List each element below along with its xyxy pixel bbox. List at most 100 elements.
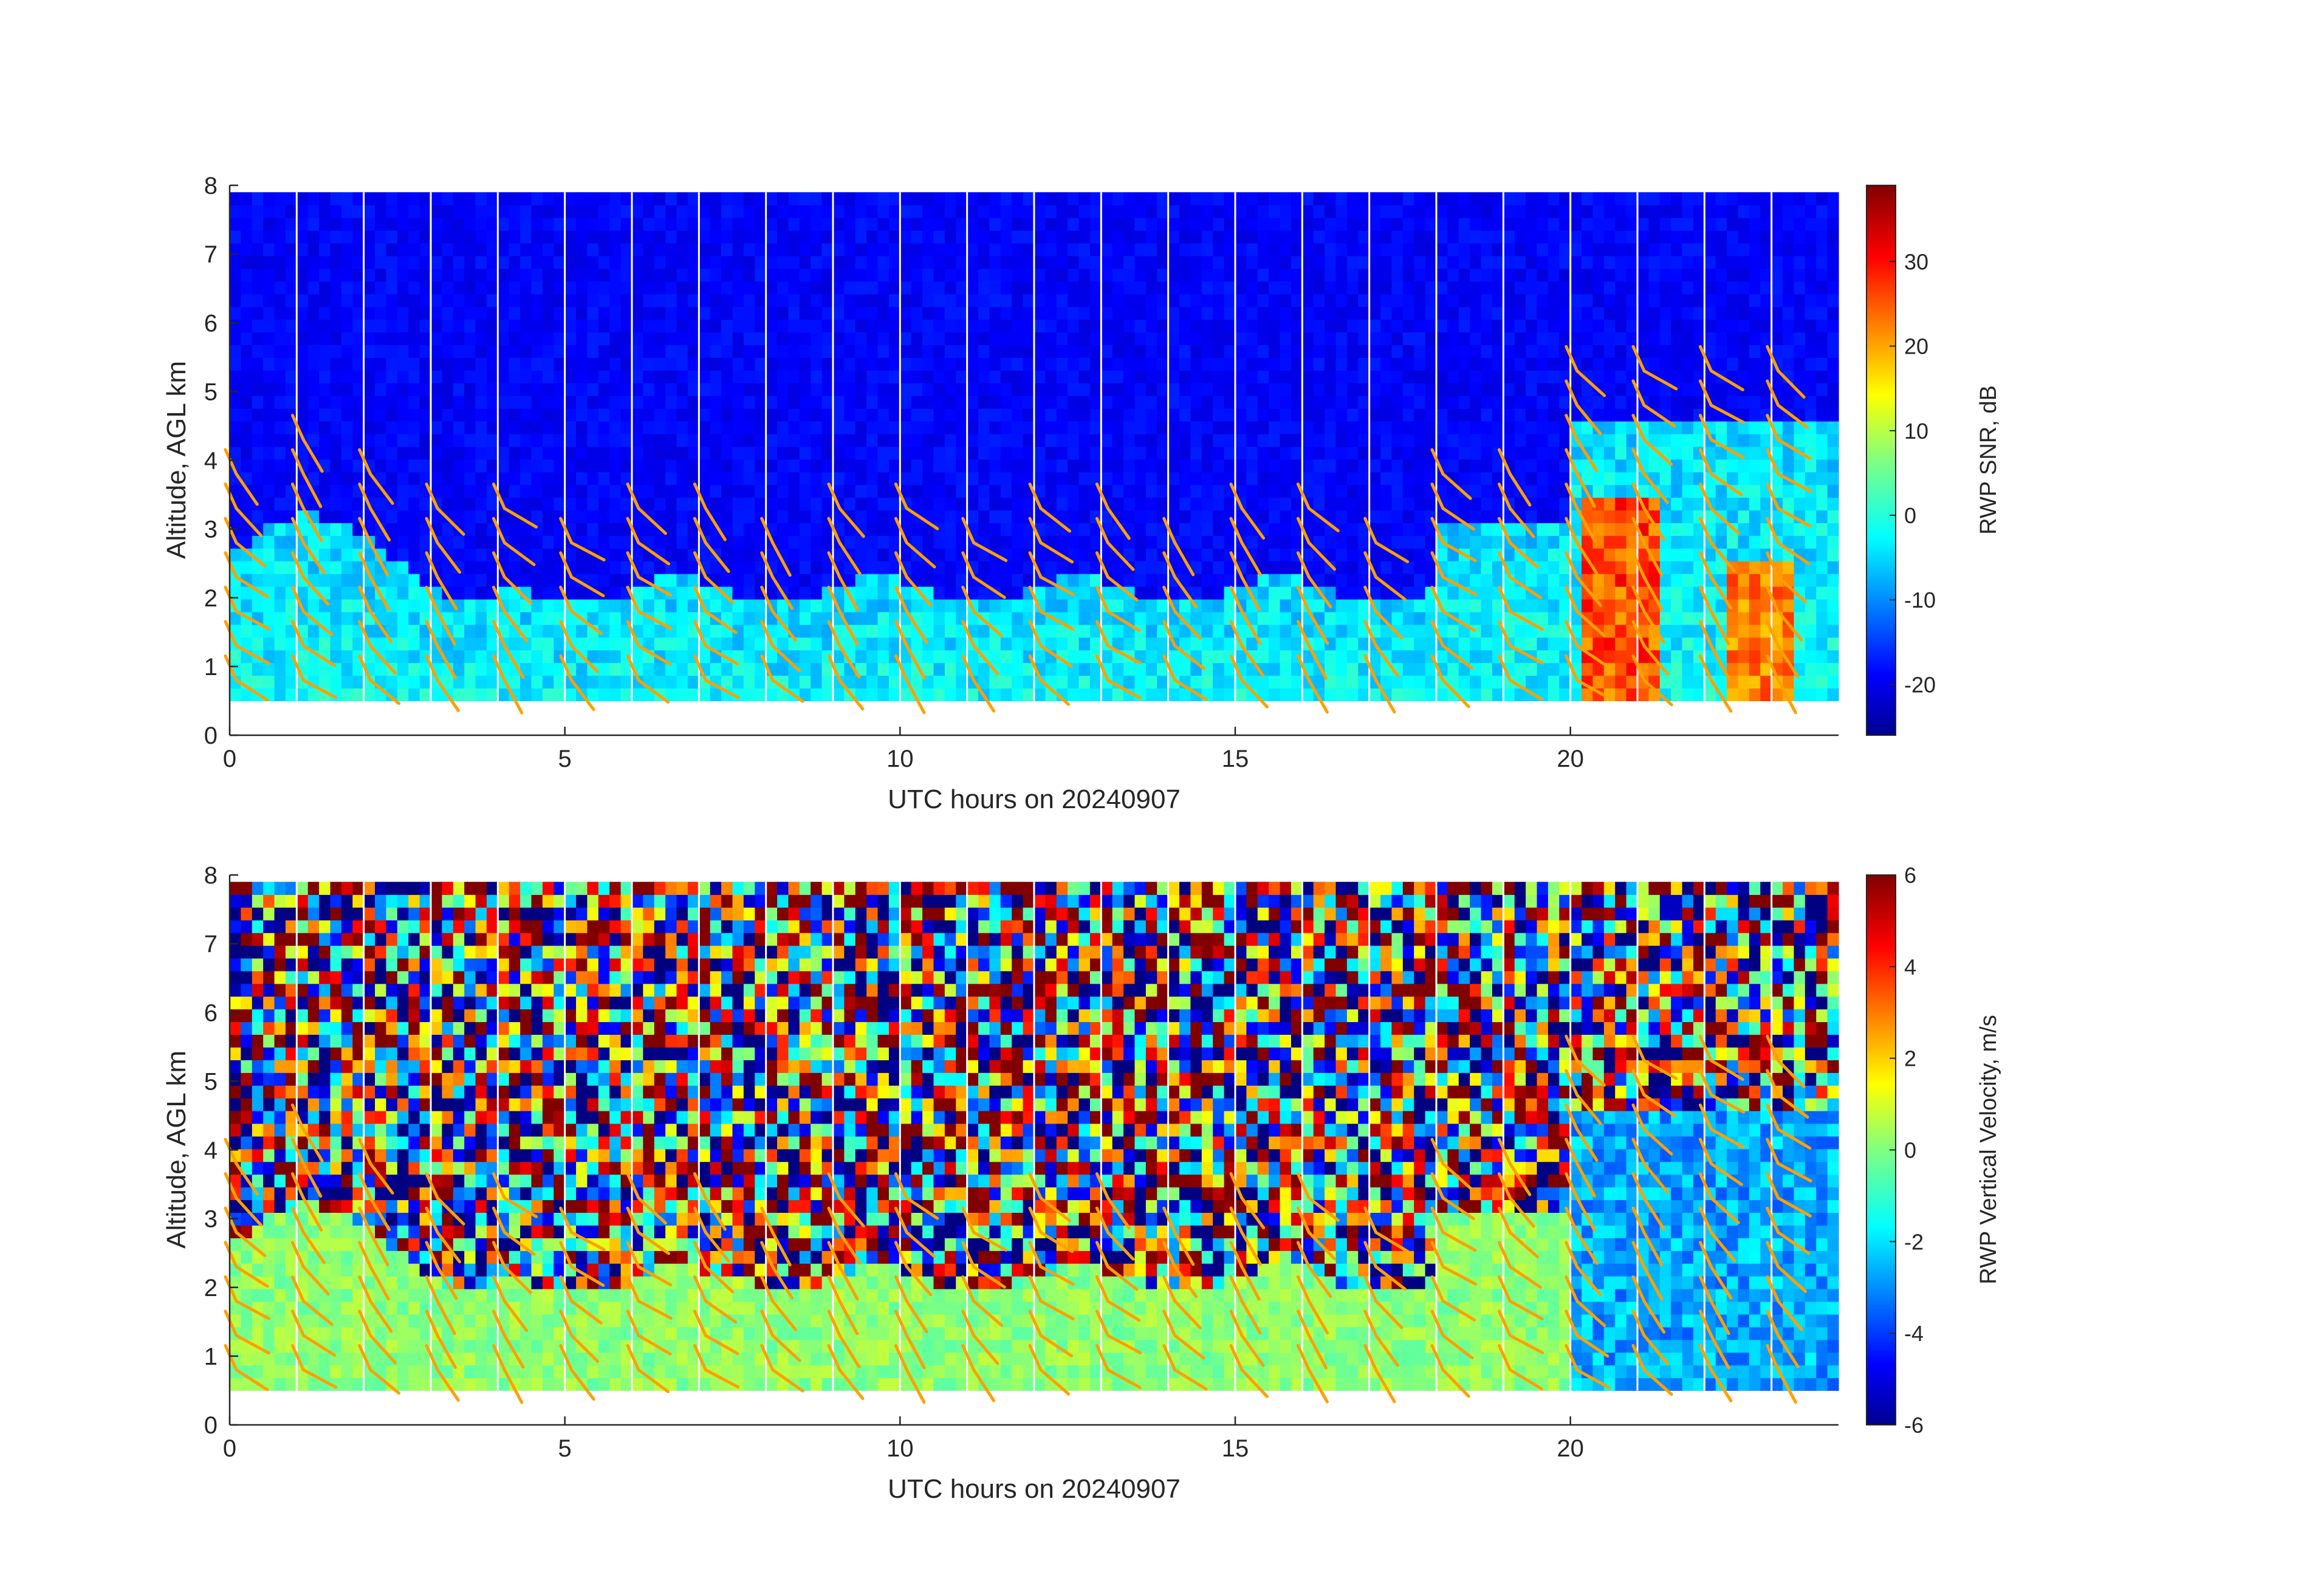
heat-cell (587, 255, 599, 269)
heat-cell (721, 611, 733, 625)
heat-cell (1402, 218, 1414, 231)
heat-cell (1168, 675, 1180, 689)
heat-cell (1112, 484, 1124, 498)
heat-cell (1078, 510, 1091, 524)
heat-cell (1346, 459, 1359, 473)
heat-cell (1492, 433, 1504, 447)
heat-cell (1503, 345, 1515, 358)
heat-cell (755, 408, 767, 422)
heat-cell (1592, 574, 1605, 587)
heat-cell (654, 472, 666, 485)
heat-cell (1402, 268, 1414, 282)
heat-cell (632, 268, 643, 282)
heat-cell (531, 357, 543, 371)
heat-cell (431, 688, 442, 702)
heat-cell (1213, 446, 1225, 460)
heat-cell (1537, 637, 1549, 651)
heat-cell (408, 421, 420, 434)
heat-cell (1481, 548, 1493, 561)
heat-cell (1068, 548, 1080, 561)
heat-cell (1514, 243, 1526, 256)
heat-cell (654, 345, 666, 358)
heat-cell (1548, 268, 1560, 282)
heat-cell (408, 535, 420, 549)
heat-cell (1592, 192, 1605, 205)
heat-cell (330, 433, 342, 447)
heat-cell (1325, 268, 1337, 282)
heat-cell (285, 535, 297, 549)
heat-cell (1514, 637, 1526, 651)
heat-cell (1235, 408, 1247, 422)
heat-cell (1402, 446, 1414, 460)
heat-cell (1123, 345, 1136, 358)
heat-cell (1481, 332, 1493, 346)
heat-cell (1603, 497, 1616, 511)
heat-cell (486, 268, 498, 282)
heat-cell (643, 230, 655, 244)
heat-cell (844, 205, 856, 218)
heat-cell (1068, 408, 1080, 422)
heat-cell (1313, 459, 1325, 473)
heat-cell (632, 472, 643, 485)
heat-cell (821, 218, 834, 231)
heat-cell (1615, 574, 1627, 587)
heat-cell (788, 218, 800, 231)
heat-cell (609, 459, 622, 473)
heat-cell (1123, 357, 1136, 371)
heat-cell (811, 319, 823, 333)
heat-cell (1224, 637, 1236, 651)
heat-cell (1012, 574, 1024, 587)
heat-cell (1592, 446, 1605, 460)
heat-cell (620, 205, 632, 218)
heat-cell (363, 243, 375, 256)
heat-cell (1335, 332, 1348, 346)
heat-cell (687, 205, 699, 218)
heat-cell (542, 218, 554, 231)
heat-cell (1313, 345, 1325, 358)
heat-cell (844, 484, 856, 498)
heat-cell (1101, 319, 1113, 333)
heat-cell (620, 332, 632, 346)
heat-cell (1425, 599, 1437, 612)
heat-cell (1000, 459, 1012, 473)
heat-cell (1447, 218, 1459, 231)
heat-cell (1012, 548, 1024, 561)
heat-cell (687, 370, 699, 383)
heat-cell (665, 357, 677, 371)
heat-cell (274, 357, 286, 371)
heat-cell (710, 319, 722, 333)
heat-cell (1335, 319, 1348, 333)
heat-cell (285, 345, 297, 358)
heat-cell (1603, 268, 1616, 282)
heat-cell (341, 586, 353, 600)
heat-cell (743, 396, 755, 409)
heat-cell (241, 332, 253, 346)
heat-cell (1201, 611, 1213, 625)
heat-cell (1492, 243, 1504, 256)
heat-cell (1358, 357, 1370, 371)
heat-cell (811, 523, 823, 536)
heat-cell (307, 357, 320, 371)
heat-cell (777, 370, 789, 383)
heat-cell (1123, 433, 1136, 447)
heat-cell (1213, 561, 1225, 574)
heat-cell (1358, 230, 1370, 244)
heat-cell (319, 268, 331, 282)
heat-cell (877, 370, 889, 383)
heat-cell (1291, 446, 1303, 460)
heat-cell (397, 484, 409, 498)
heat-cell (676, 433, 688, 447)
heat-cell (554, 319, 566, 333)
heat-cell (1447, 561, 1459, 574)
heat-cell (554, 383, 566, 396)
heat-cell (330, 383, 342, 396)
heat-cell (944, 396, 956, 409)
heat-cell (1123, 396, 1136, 409)
heat-cell (732, 370, 744, 383)
heat-cell (989, 421, 1001, 434)
heat-cell (386, 243, 398, 256)
heat-cell (531, 662, 543, 676)
heat-cell (632, 370, 643, 383)
heat-cell (1179, 624, 1191, 638)
heat-cell (1134, 561, 1147, 574)
